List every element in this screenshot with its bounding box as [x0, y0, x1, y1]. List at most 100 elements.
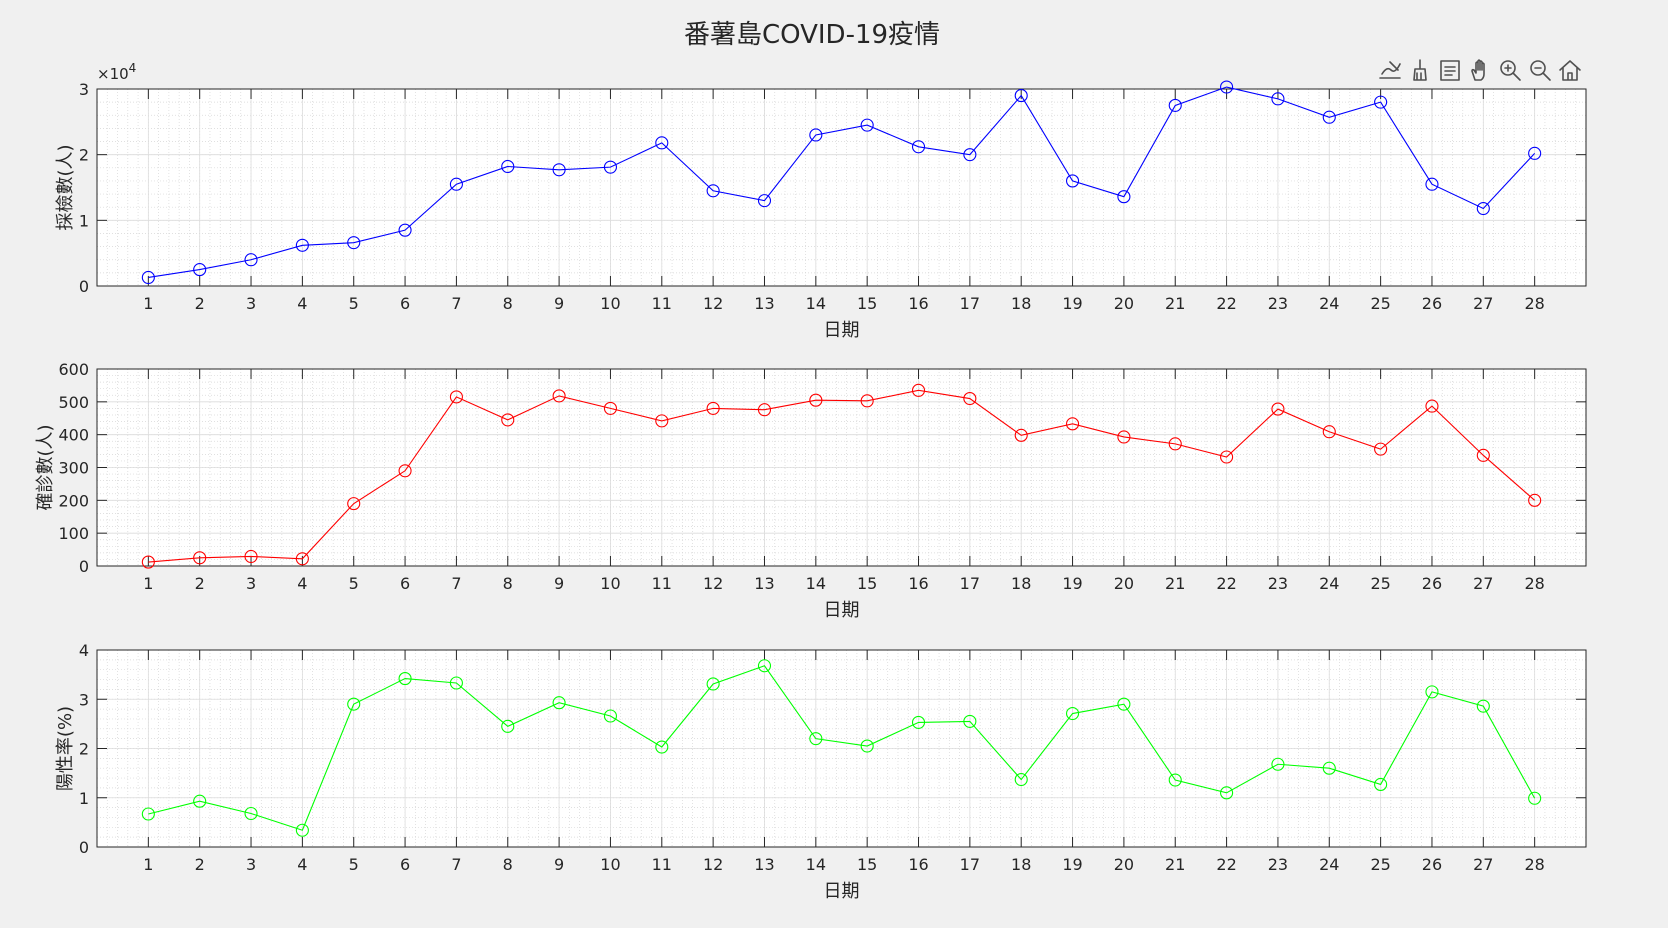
- data-point: [1117, 430, 1131, 444]
- subplot-1[interactable]: 1 2 3 4 5 6 7 8 9 10 11 12 13 14 15 16 17 18 19 20 21 22 23 24 2…: [55, 61, 1587, 341]
- x-tick-label: 18: [1011, 855, 1031, 874]
- x-tick-label: 22: [1216, 855, 1236, 874]
- data-point: [860, 118, 874, 132]
- zoom-in-icon[interactable]: [1500, 60, 1521, 81]
- data-tips-icon[interactable]: [1440, 60, 1460, 81]
- data-point: [1066, 706, 1080, 721]
- x-tick-label: 23: [1268, 294, 1288, 313]
- data-point: [809, 128, 823, 142]
- x-tick-label: 10: [600, 574, 620, 593]
- y-tick-label: 0: [79, 557, 89, 576]
- axes-box: [96, 88, 1587, 287]
- data-point: [244, 549, 258, 564]
- data-point: [1528, 493, 1542, 507]
- data-point: [295, 238, 309, 252]
- data-point: [1168, 98, 1182, 112]
- data-point: [552, 163, 566, 177]
- x-tick-labels: 1 2 3 4 5 6 7 8 9 10 11 12 13 14 15 16 17 18 19 20 21 22 23 24 2…: [143, 855, 1545, 874]
- data-point: [1374, 442, 1388, 456]
- data-point: [860, 739, 874, 753]
- series-line: [148, 86, 1536, 279]
- x-tick-label: 11: [652, 574, 672, 593]
- x-tick-label: 21: [1165, 855, 1185, 874]
- zoom-out-icon[interactable]: [1530, 60, 1551, 81]
- series-line: [148, 665, 1536, 831]
- data-point: [193, 551, 207, 565]
- edit-plot-icon[interactable]: [1379, 61, 1401, 79]
- home-icon[interactable]: [1559, 60, 1581, 81]
- ticks: [97, 88, 1586, 287]
- y-tick-label: 300: [58, 459, 89, 478]
- x-tick-label: 9: [554, 294, 564, 313]
- data-point: [706, 677, 720, 691]
- x-tick-label: 3: [246, 574, 256, 593]
- x-tick-label: 16: [908, 294, 928, 313]
- x-tick-label: 18: [1011, 294, 1031, 313]
- pan-hand-icon[interactable]: [1471, 59, 1485, 81]
- x-tick-label: 20: [1114, 574, 1134, 593]
- y-tick-label: 600: [58, 360, 89, 379]
- data-point: [809, 732, 823, 746]
- x-tick-label: 3: [246, 855, 256, 874]
- x-tick-label: 26: [1422, 294, 1442, 313]
- x-tick-label: 4: [297, 855, 307, 874]
- brush-icon[interactable]: [1413, 59, 1427, 81]
- axes-toolbar: [1379, 59, 1581, 81]
- data-point: [1322, 761, 1336, 775]
- data-point: [1528, 146, 1542, 160]
- x-tick-label: 15: [857, 294, 877, 313]
- data-point: [963, 714, 977, 728]
- x-tick-label: 27: [1473, 855, 1493, 874]
- x-tick-label: 26: [1422, 855, 1442, 874]
- subplot-3[interactable]: 1 2 3 4 5 6 7 8 9 10 11 12 13 14 15 16 17 18 19 20 21 22 23 24 2…: [55, 641, 1587, 902]
- data-point: [244, 806, 258, 821]
- y-tick-label: 100: [58, 524, 89, 543]
- data-point: [1476, 448, 1490, 462]
- data-point: [1322, 425, 1336, 439]
- x-tick-label: 3: [246, 294, 256, 313]
- subplot-2[interactable]: 1 2 3 4 5 6 7 8 9 10 11 12 13 14 15 16 17 18 19 20 21 22 23 24 2…: [35, 360, 1587, 621]
- x-tick-label: 1: [143, 855, 153, 874]
- x-tick-label: 11: [652, 294, 672, 313]
- y-tick-label: 4: [79, 641, 89, 660]
- data-point: [1014, 772, 1028, 787]
- data-point: [1168, 773, 1182, 787]
- y-tick-label: 400: [58, 426, 89, 445]
- x-tick-label: 16: [908, 855, 928, 874]
- x-tick-label: 7: [451, 574, 461, 593]
- data-point: [1271, 757, 1285, 771]
- x-tick-label: 8: [503, 574, 513, 593]
- y-tick-label: 1: [79, 789, 89, 808]
- x-tick-label: 14: [806, 574, 826, 593]
- x-tick-label: 17: [960, 294, 980, 313]
- x-tick-label: 17: [960, 855, 980, 874]
- data-point: [603, 401, 617, 415]
- data-point: [1374, 95, 1388, 109]
- x-tick-label: 13: [754, 294, 774, 313]
- x-tick-label: 12: [703, 574, 723, 593]
- x-tick-label: 8: [503, 855, 513, 874]
- x-tick-labels: 1 2 3 4 5 6 7 8 9 10 11 12 13 14 15 16 17 18 19 20 21 22 23 24 2…: [143, 294, 1545, 313]
- data-point: [193, 263, 207, 277]
- data-point: [141, 270, 155, 285]
- x-axis-label: 日期: [824, 320, 860, 341]
- data-point: [501, 413, 515, 427]
- data-point: [911, 715, 926, 729]
- data-point: [757, 403, 772, 417]
- x-tick-label: 24: [1319, 855, 1339, 874]
- x-tick-label: 28: [1524, 574, 1544, 593]
- data-point: [347, 697, 361, 711]
- x-tick-label: 8: [503, 294, 513, 313]
- data-point: [706, 401, 720, 415]
- data-point: [1271, 92, 1285, 106]
- data-point: [1425, 177, 1439, 191]
- data-point: [1425, 685, 1439, 699]
- x-tick-label: 7: [451, 855, 461, 874]
- x-tick-label: 12: [703, 294, 723, 313]
- x-tick-label: 7: [451, 294, 461, 313]
- x-tick-label: 10: [600, 294, 620, 313]
- data-point: [603, 160, 617, 174]
- data-point: [655, 414, 669, 428]
- data-point: [398, 223, 412, 237]
